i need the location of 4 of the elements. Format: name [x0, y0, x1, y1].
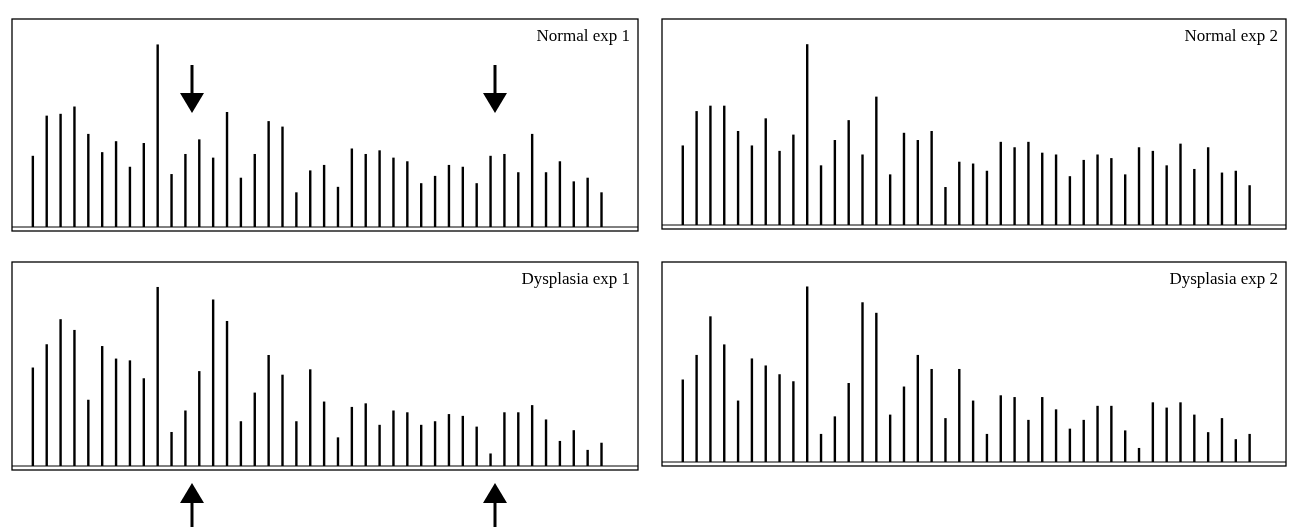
chart-title: Normal exp 1 — [536, 26, 630, 45]
chart-title: Dysplasia exp 2 — [1169, 269, 1278, 288]
chart-title: Dysplasia exp 1 — [521, 269, 630, 288]
chart-title: Normal exp 2 — [1184, 26, 1278, 45]
